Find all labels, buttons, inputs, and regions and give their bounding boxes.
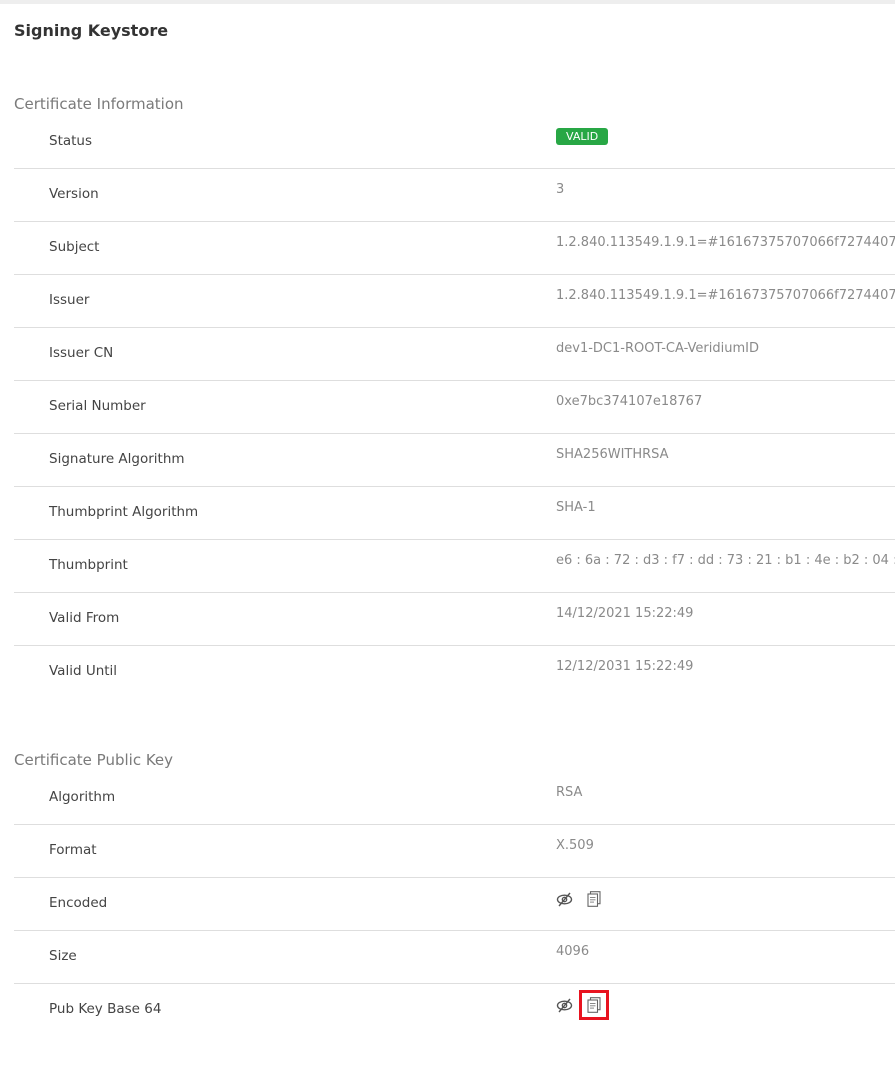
row-label: Algorithm (49, 789, 116, 805)
copy-icon[interactable] (585, 890, 603, 908)
row-label: Serial Number (49, 398, 146, 414)
row-subject: Subject 1.2.840.113549.1.9.1=#16167375707… (14, 222, 895, 275)
row-value: SHA-1 (556, 500, 596, 515)
row-thumbprint: Thumbprint e6 : 6a : 72 : d3 : f7 : dd : … (14, 540, 895, 593)
row-value: 12/12/2031 15:22:49 (556, 659, 694, 674)
row-signature-algorithm: Signature Algorithm SHA256WITHRSA (14, 434, 895, 487)
row-label: Status (49, 133, 93, 149)
row-valid-from: Valid From 14/12/2021 15:22:49 (14, 593, 895, 646)
row-value: dev1-DC1-ROOT-CA-VeridiumID (556, 341, 759, 356)
row-label: Encoded (49, 895, 108, 911)
page-title: Signing Keystore (14, 21, 169, 40)
row-label: Thumbprint (49, 557, 128, 573)
copy-icon[interactable] (579, 990, 609, 1020)
row-label: Valid Until (49, 663, 118, 679)
section-title-certificate-information: Certificate Information (14, 95, 184, 113)
row-label: Size (49, 948, 77, 964)
row-value: RSA (556, 785, 583, 800)
row-label: Issuer (49, 292, 90, 308)
row-valid-until: Valid Until 12/12/2031 15:22:49 (14, 646, 895, 698)
certificate-public-key-list: Algorithm RSA Format X.509 Encoded Size 4096 Pu… (14, 772, 895, 1036)
certificate-information-list: Status VALID Version 3 Subject 1.2.840.113549… (14, 116, 895, 698)
row-value: SHA256WITHRSA (556, 447, 669, 462)
eye-slash-icon[interactable] (555, 890, 573, 908)
row-label: Thumbprint Algorithm (49, 504, 199, 520)
row-value: e6 : 6a : 72 : d3 : f7 : dd : 73 : 21 : … (556, 553, 895, 568)
row-serial-number: Serial Number 0xe7bc374107e18767 (14, 381, 895, 434)
row-actions (555, 990, 609, 1020)
row-size: Size 4096 (14, 931, 895, 984)
row-format: Format X.509 (14, 825, 895, 878)
section-title-certificate-public-key: Certificate Public Key (14, 751, 174, 769)
status-badge: VALID (556, 128, 609, 145)
row-value: 14/12/2021 15:22:49 (556, 606, 694, 621)
row-value: VALID (556, 128, 895, 145)
row-label: Subject (49, 239, 100, 255)
row-label: Valid From (49, 610, 120, 626)
row-label: Signature Algorithm (49, 451, 185, 467)
row-actions (555, 890, 603, 908)
row-pub-key-base-64: Pub Key Base 64 (14, 984, 895, 1036)
row-encoded: Encoded (14, 878, 895, 931)
row-value: 4096 (556, 944, 590, 959)
row-issuer: Issuer 1.2.840.113549.1.9.1=#161673757070… (14, 275, 895, 328)
row-version: Version 3 (14, 169, 895, 222)
row-value: X.509 (556, 838, 594, 853)
row-status: Status VALID (14, 116, 895, 169)
row-algorithm: Algorithm RSA (14, 772, 895, 825)
row-label: Issuer CN (49, 345, 114, 361)
row-label: Version (49, 186, 99, 202)
row-issuer-cn: Issuer CN dev1-DC1-ROOT-CA-VeridiumID (14, 328, 895, 381)
row-value: 0xe7bc374107e18767 (556, 394, 703, 409)
row-value: 3 (556, 182, 565, 197)
row-thumbprint-algorithm: Thumbprint Algorithm SHA-1 (14, 487, 895, 540)
row-label: Pub Key Base 64 (49, 1001, 162, 1017)
top-bar (0, 0, 895, 4)
row-value: 1.2.840.113549.1.9.1=#16167375707066f727… (556, 288, 895, 303)
row-label: Format (49, 842, 97, 858)
eye-slash-icon[interactable] (555, 996, 573, 1014)
row-value: 1.2.840.113549.1.9.1=#16167375707066f727… (556, 235, 895, 250)
